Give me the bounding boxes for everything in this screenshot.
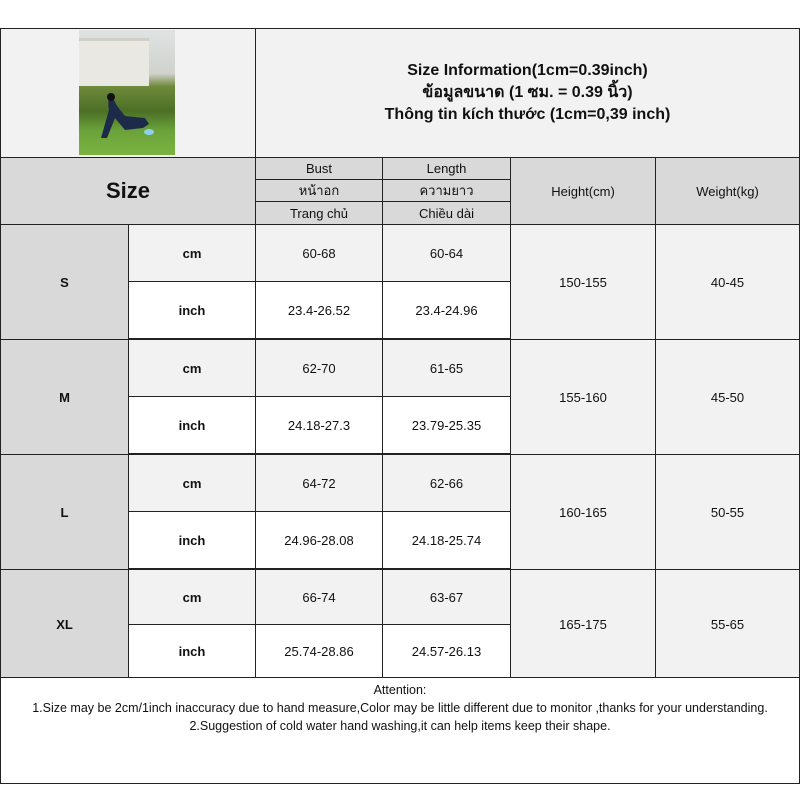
bust-inch-value: 24.18-27.3 bbox=[255, 396, 383, 454]
unit-cm-label: cm bbox=[128, 339, 256, 397]
bust-inch-value: 24.96-28.08 bbox=[255, 511, 383, 569]
bust-header-en: Bust bbox=[255, 157, 383, 180]
unit-inch-label: inch bbox=[128, 281, 256, 339]
attention-line-1: 1.Size may be 2cm/1inch inaccuracy due t… bbox=[32, 701, 768, 715]
size-label: S bbox=[0, 224, 129, 340]
bust-cm-value: 64-72 bbox=[255, 454, 383, 512]
bust-header-th: หน้าอก bbox=[255, 179, 383, 202]
unit-cm-label: cm bbox=[128, 569, 256, 625]
height-header: Height(cm) bbox=[510, 157, 656, 225]
length-inch-value: 24.57-26.13 bbox=[382, 624, 511, 679]
title-line-vi: Thông tin kích thước (1cm=0,39 inch) bbox=[384, 106, 671, 123]
height-value: 155-160 bbox=[510, 339, 656, 455]
length-inch-value: 23.79-25.35 bbox=[382, 396, 511, 454]
weight-value: 50-55 bbox=[655, 454, 800, 570]
model-figure bbox=[101, 93, 154, 138]
size-header: Size bbox=[0, 157, 256, 225]
length-header-vi: Chiều dài bbox=[382, 201, 511, 225]
bust-header-vi: Trang chủ bbox=[255, 201, 383, 225]
bust-cm-value: 60-68 bbox=[255, 224, 383, 282]
length-header-th: ความยาว bbox=[382, 179, 511, 202]
unit-inch-label: inch bbox=[128, 396, 256, 454]
length-header-en: Length bbox=[382, 157, 511, 180]
height-value: 150-155 bbox=[510, 224, 656, 340]
attention-line-2: 2.Suggestion of cold water hand washing,… bbox=[189, 719, 611, 733]
unit-cm-label: cm bbox=[128, 224, 256, 282]
weight-value: 40-45 bbox=[655, 224, 800, 340]
size-label: M bbox=[0, 339, 129, 455]
unit-inch-label: inch bbox=[128, 511, 256, 569]
title-line-th: ข้อมูลขนาด (1 ซม. = 0.39 นิ้ว) bbox=[422, 84, 633, 101]
weight-value: 55-65 bbox=[655, 569, 800, 680]
attention-heading: Attention: bbox=[373, 683, 427, 697]
weight-header: Weight(kg) bbox=[655, 157, 800, 225]
height-value: 160-165 bbox=[510, 454, 656, 570]
bust-cm-value: 66-74 bbox=[255, 569, 383, 625]
unit-inch-label: inch bbox=[128, 624, 256, 679]
bust-inch-value: 25.74-28.86 bbox=[255, 624, 383, 679]
size-label: L bbox=[0, 454, 129, 570]
length-inch-value: 24.18-25.74 bbox=[382, 511, 511, 569]
unit-cm-label: cm bbox=[128, 454, 256, 512]
height-value: 165-175 bbox=[510, 569, 656, 680]
title-line-en: Size Information(1cm=0.39inch) bbox=[407, 62, 648, 79]
length-cm-value: 60-64 bbox=[382, 224, 511, 282]
length-inch-value: 23.4-24.96 bbox=[382, 281, 511, 339]
bust-cm-value: 62-70 bbox=[255, 339, 383, 397]
bust-inch-value: 23.4-26.52 bbox=[255, 281, 383, 339]
length-cm-value: 61-65 bbox=[382, 339, 511, 397]
attention-notes: Attention: 1.Size may be 2cm/1inch inacc… bbox=[0, 677, 800, 784]
length-cm-value: 63-67 bbox=[382, 569, 511, 625]
size-label: XL bbox=[0, 569, 129, 680]
size-info-title: Size Information(1cm=0.39inch) ข้อมูลขนา… bbox=[255, 28, 800, 158]
weight-value: 45-50 bbox=[655, 339, 800, 455]
length-cm-value: 62-66 bbox=[382, 454, 511, 512]
product-photo bbox=[79, 30, 175, 155]
